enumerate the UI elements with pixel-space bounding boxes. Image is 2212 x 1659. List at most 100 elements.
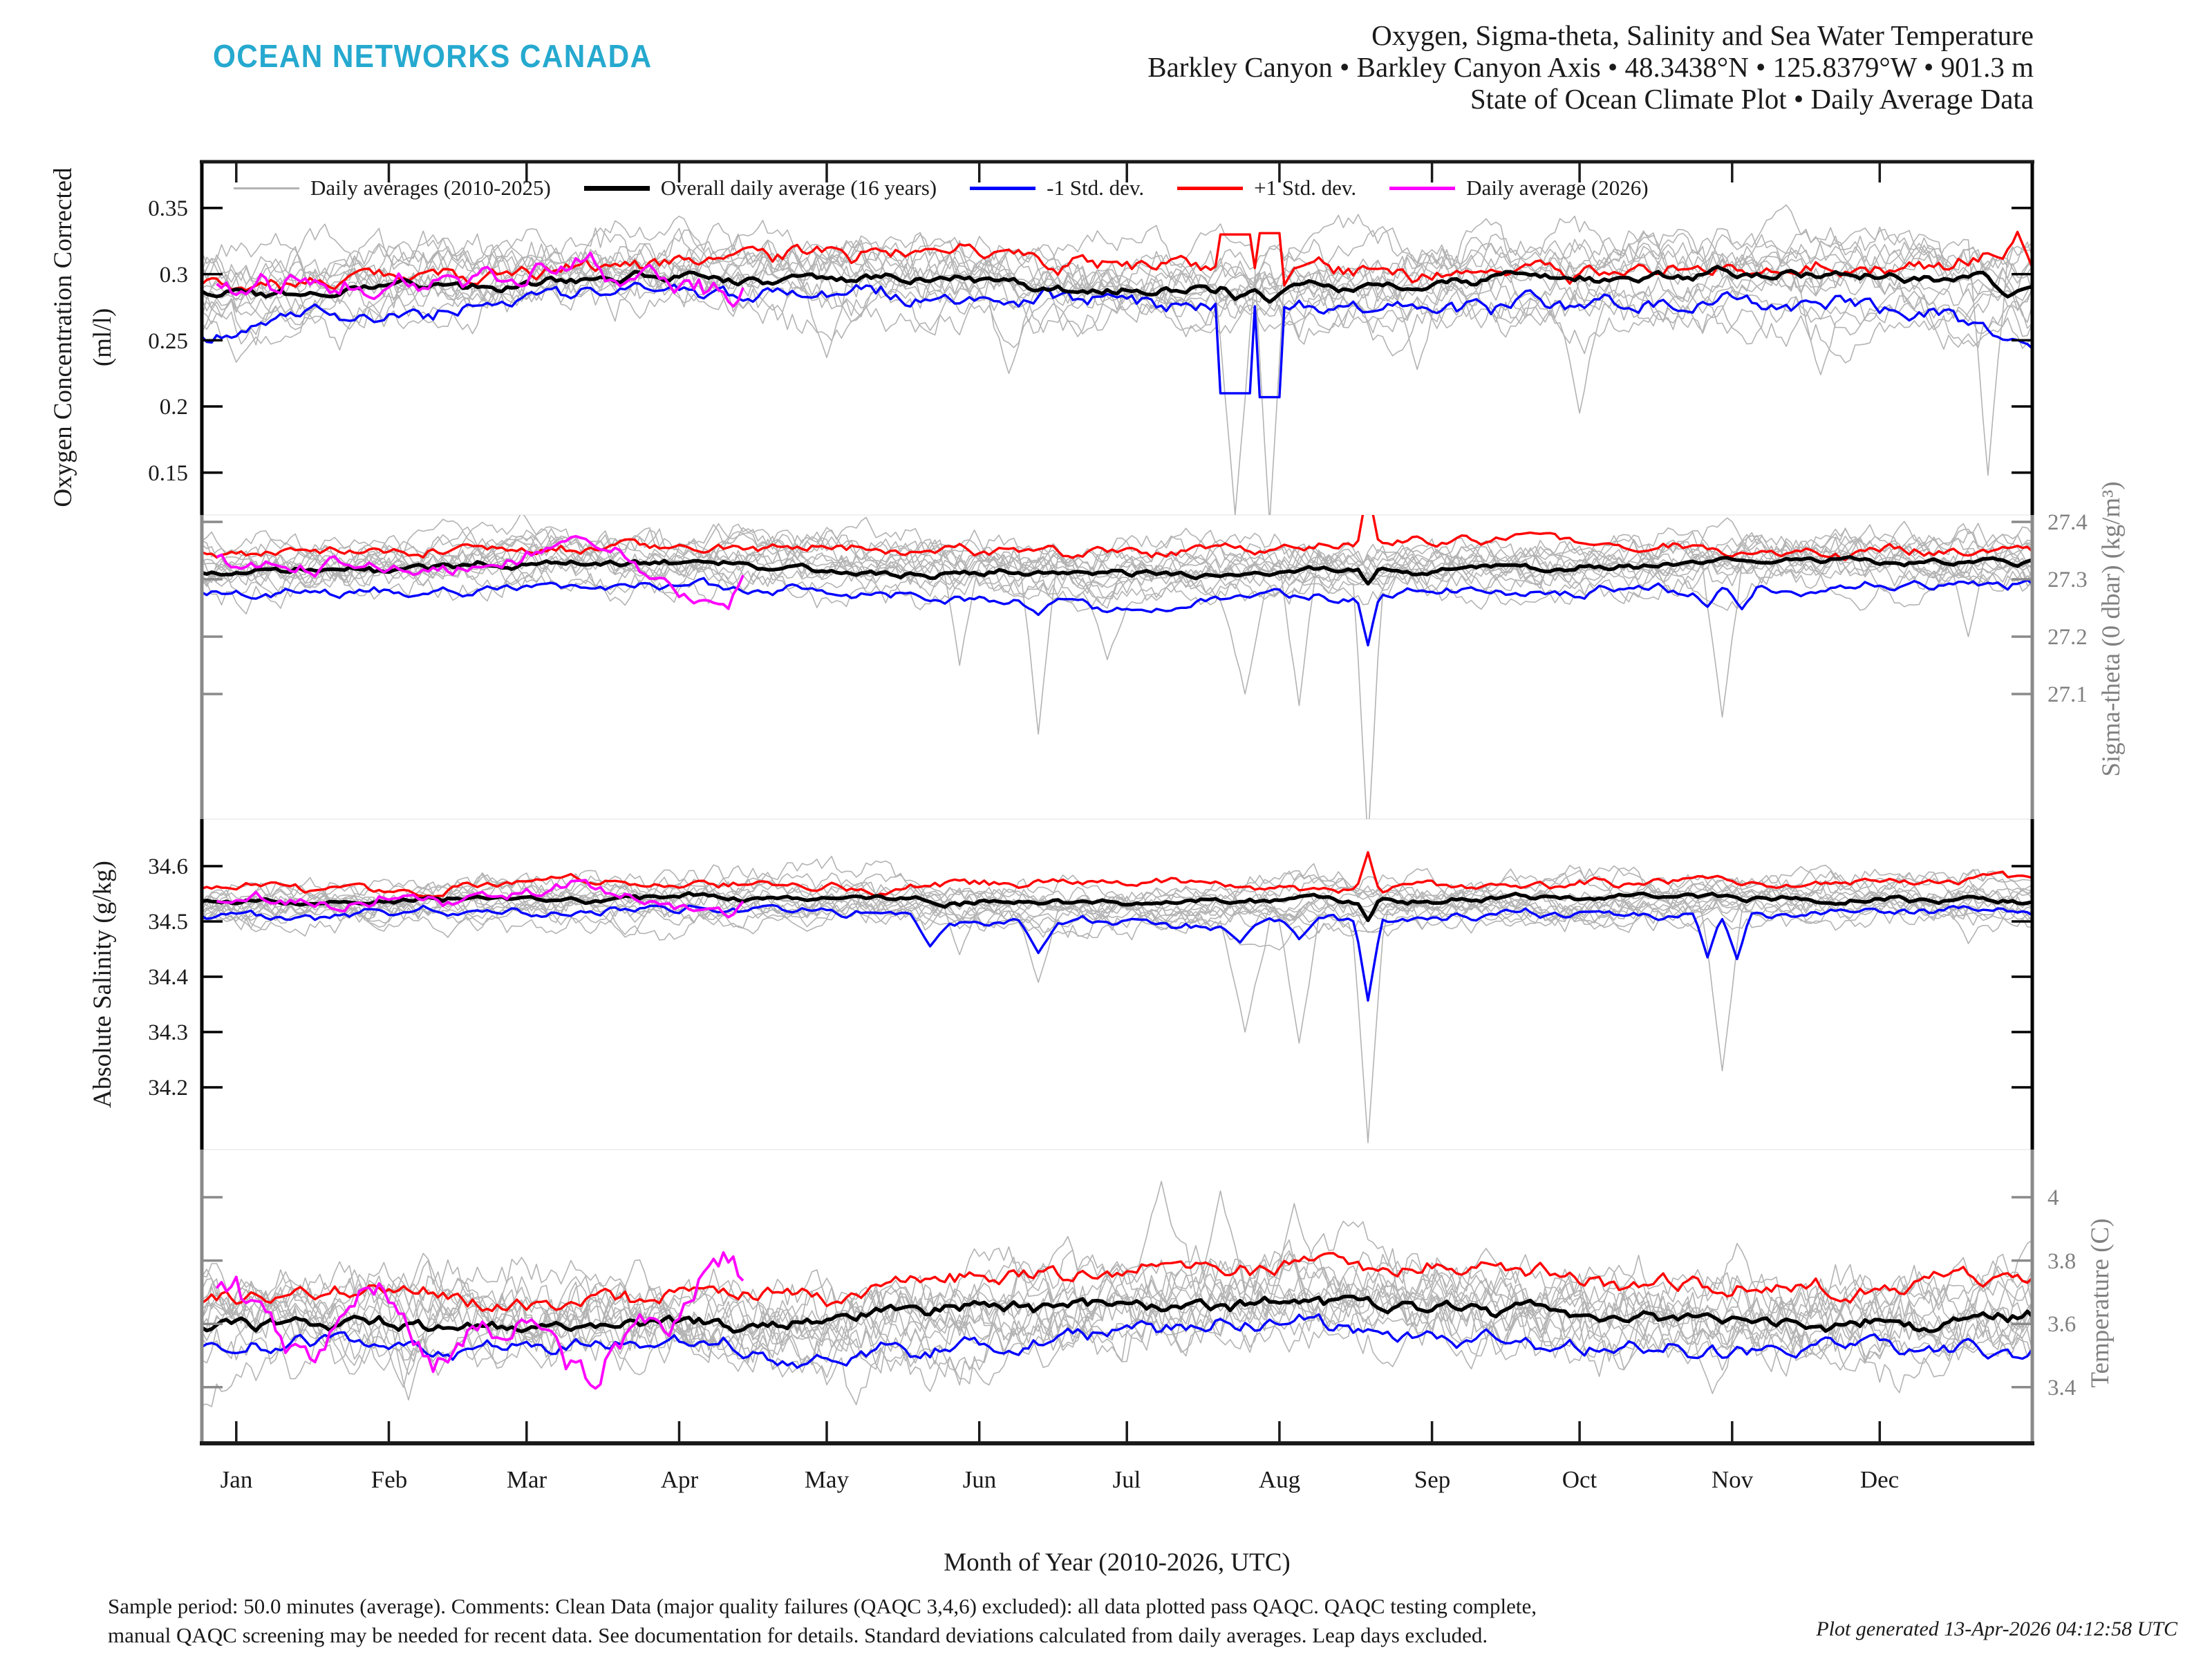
xtick-sep: Sep	[1414, 1466, 1451, 1493]
ytick-sigma: 27.2	[2047, 625, 2088, 650]
ylabel-temperature: Temperature (C)	[2086, 1219, 2115, 1388]
gray-year-line	[202, 267, 2032, 363]
ytick-salinity: 34.5	[148, 910, 188, 935]
gray-year-line	[202, 204, 2032, 476]
minus-std-line-temperature	[202, 1313, 2032, 1369]
gray-year-line	[202, 527, 2032, 819]
gray-year-line	[202, 559, 2032, 695]
ytick-salinity: 34.3	[148, 1020, 188, 1045]
legend-item-1: Overall daily average (16 years)	[583, 176, 937, 200]
xtick-dec: Dec	[1860, 1466, 1899, 1493]
current-year-line-oxygen	[216, 251, 744, 308]
ytick-sigma: 27.3	[2047, 568, 2088, 592]
legend-label: Daily averages (2010-2025)	[310, 176, 551, 200]
footer-comments-line2: manual QAQC screening may be needed for …	[108, 1623, 1488, 1647]
gray-year-line	[202, 877, 2032, 1033]
xtick-apr: Apr	[661, 1466, 699, 1493]
gray-year-line	[202, 1220, 2032, 1346]
gray-year-line	[202, 234, 2032, 325]
gray-year-line	[202, 523, 2032, 592]
legend-line-swatch	[234, 187, 299, 189]
ylabel-oxygen: Oxygen Concentration Corrected	[49, 167, 77, 507]
mean-line-sigma-theta	[202, 555, 2032, 586]
legend-line-swatch	[583, 185, 650, 191]
legend-label: +1 Std. dev.	[1254, 176, 1357, 200]
gray-year-line	[202, 256, 2032, 375]
legend-line-swatch	[1177, 186, 1244, 190]
gray-year-line	[202, 214, 2032, 515]
title-line-2: Barkley Canyon • Barkley Canyon Axis • 4…	[1147, 51, 2034, 83]
gray-year-line	[202, 518, 2032, 583]
gray-year-line	[202, 1181, 2032, 1347]
xtick-oct: Oct	[1562, 1466, 1597, 1493]
ytick-oxygen: 0.15	[148, 461, 188, 486]
ytick-temperature: 3.8	[2047, 1249, 2076, 1274]
gray-year-line	[202, 1260, 2032, 1369]
panel-sigma-theta	[202, 515, 2032, 819]
gray-year-line	[202, 1203, 2032, 1386]
ytick-sigma: 27.1	[2047, 682, 2088, 707]
panel-separators	[202, 514, 2032, 1150]
mean-line-oxygen	[202, 265, 2032, 304]
xtick-may: May	[805, 1466, 850, 1493]
xtick-feb: Feb	[371, 1466, 408, 1493]
xtick-nov: Nov	[1712, 1466, 1754, 1493]
ytick-temperature: 3.4	[2047, 1376, 2076, 1400]
legend-item-4: Daily average (2026)	[1389, 176, 1649, 200]
series-layer	[202, 204, 2032, 1407]
onc-logo: OCEAN NETWORKS CANADA	[213, 38, 653, 74]
plus-std-line-salinity	[202, 851, 2032, 898]
gray-year-line	[202, 534, 2032, 718]
minus-std-line-oxygen	[202, 281, 2032, 399]
minus-std-line-salinity	[202, 903, 2032, 1002]
gray-year-line	[202, 883, 2032, 1071]
gray-year-line	[202, 870, 2032, 932]
gray-year-line	[202, 1190, 2032, 1374]
ylabel-oxygen-units: (ml/l)	[88, 308, 117, 366]
footer-comments-line1: Sample period: 50.0 minutes (average). C…	[108, 1594, 1537, 1618]
gray-year-line	[202, 1243, 2032, 1352]
ylabel-sigma: Sigma-theta (0 dbar) (kg/m³)	[2097, 481, 2126, 776]
current-year-line-temperature	[215, 1251, 744, 1390]
plus-std-line-temperature	[202, 1252, 2032, 1313]
ytick-oxygen: 0.35	[148, 196, 188, 221]
plus-std-line-oxygen	[202, 230, 2032, 292]
gray-year-line	[202, 515, 2032, 735]
gray-year-line	[202, 1280, 2032, 1407]
ytick-salinity: 34.6	[148, 854, 188, 879]
gray-year-line	[202, 216, 2032, 515]
legend: Daily averages (2010-2025) Overall daily …	[234, 176, 1934, 200]
ytick-temperature: 4	[2047, 1185, 2059, 1210]
ytick-sigma: 27.4	[2047, 510, 2088, 535]
legend-line-swatch	[1389, 186, 1456, 190]
gray-year-line	[202, 873, 2032, 1044]
xtick-aug: Aug	[1259, 1466, 1300, 1493]
legend-item-0: Daily averages (2010-2025)	[234, 176, 551, 200]
legend-label: Daily average (2026)	[1466, 176, 1649, 200]
ylabel-salinity: Absolute Salinity (g/kg)	[88, 861, 117, 1108]
plot-title-block: Oxygen, Sigma-theta, Salinity and Sea Wa…	[1147, 19, 2034, 115]
title-line-3: State of Ocean Climate Plot • Daily Aver…	[1470, 83, 2034, 115]
ytick-oxygen: 0.25	[148, 329, 188, 354]
mean-line-temperature	[202, 1294, 2032, 1334]
xtick-jan: Jan	[221, 1466, 253, 1493]
xtick-mar: Mar	[507, 1466, 547, 1493]
gray-year-line	[202, 263, 2032, 374]
ytick-oxygen: 0.3	[160, 263, 188, 288]
current-year-line-sigma-theta	[216, 534, 744, 610]
panel-oxygen	[202, 204, 2032, 515]
ytick-temperature: 3.6	[2047, 1312, 2076, 1337]
axes-layer	[200, 160, 2034, 1445]
minus-std-line-sigma-theta	[202, 577, 2032, 647]
legend-line-swatch	[970, 186, 1036, 190]
ytick-salinity: 34.4	[148, 965, 188, 990]
legend-label: Overall daily average (16 years)	[660, 176, 937, 200]
xtick-jul: Jul	[1113, 1466, 1141, 1493]
ytick-oxygen: 0.2	[160, 395, 188, 420]
legend-item-3: +1 Std. dev.	[1177, 176, 1356, 200]
gray-year-line	[202, 1269, 2032, 1394]
current-year-line-salinity	[216, 879, 744, 919]
title-line-1: Oxygen, Sigma-theta, Salinity and Sea Wa…	[1371, 19, 2034, 51]
